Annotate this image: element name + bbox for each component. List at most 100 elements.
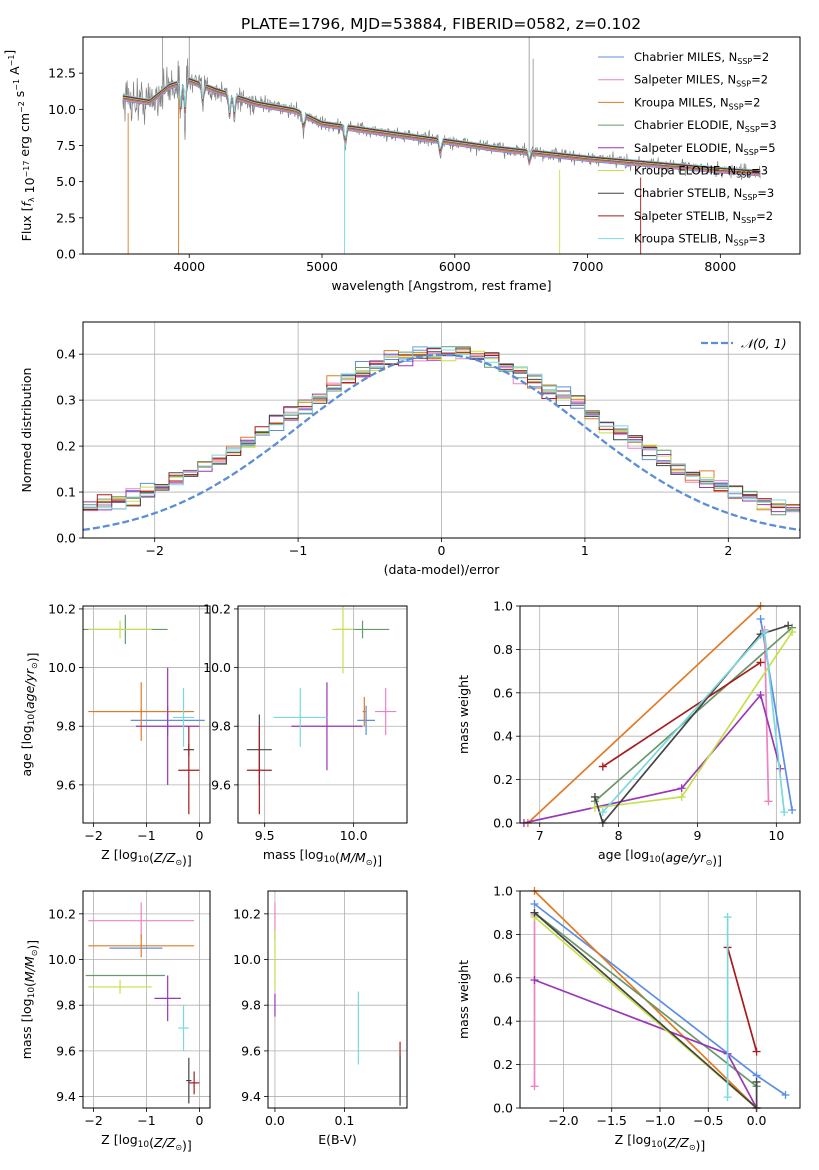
x-tick-label: 8 <box>615 828 623 843</box>
errorbar-c9 <box>273 688 327 747</box>
legend-label: Salpeter STELIB, NSSP=2 <box>634 209 773 225</box>
weight-marker-c7 <box>784 621 793 630</box>
y-tick-label: 0.3 <box>56 393 76 408</box>
axes-frame <box>519 890 801 1109</box>
x-axis-label: Z [log10(Z/Z⊙)] <box>101 1132 192 1153</box>
normal-curve <box>83 353 800 532</box>
weight-marker-c6 <box>788 628 797 637</box>
x-tick-label: 9.5 <box>255 828 275 843</box>
x-tick-label: −0.5 <box>693 1113 723 1128</box>
y-tick-label: 0.4 <box>493 1014 513 1029</box>
errorbar-c3 <box>88 934 195 958</box>
y-tick-label: 0.1 <box>56 485 76 500</box>
axes-age-vs-Z: −2 −1 0 9.6 9.8 10.0 10.2 Z [log10(Z/Z⊙)] age [l… <box>19 601 210 868</box>
weight-marker-c6 <box>677 792 686 801</box>
weight-line-c7 <box>594 624 789 823</box>
errorbar-c9 <box>178 1005 189 1051</box>
weight-line-c7 <box>533 912 758 1108</box>
x-axis-label: Z [log10(Z/Z⊙)] <box>615 1132 706 1153</box>
weight-marker-c9 <box>723 913 732 922</box>
errorbar-c7 <box>186 1057 192 1104</box>
x-tick-label: −2 <box>84 1113 102 1128</box>
y-tick-label: 10.0 <box>48 660 76 675</box>
y-axis-label: age [log10(age/yr⊙)] <box>19 652 40 776</box>
weight-marker-c9 <box>598 808 607 817</box>
histogram-c9 <box>83 346 800 512</box>
axes-frame <box>82 605 211 824</box>
weight-marker-c7 <box>590 792 599 801</box>
legend-label: Kroupa MILES, NSSP=2 <box>634 95 760 111</box>
y-tick-label: 0.0 <box>56 531 76 546</box>
x-tick-label: 8000 <box>704 259 736 274</box>
errorbar-c6 <box>88 980 152 994</box>
y-tick-label: 5.0 <box>56 174 76 189</box>
y-tick-label: 9.8 <box>241 998 261 1013</box>
weight-marker-c2 <box>530 1082 539 1091</box>
x-tick-label: 0 <box>195 828 203 843</box>
y-tick-label: 10.2 <box>48 601 76 616</box>
y-tick-label: 9.4 <box>241 1089 261 1104</box>
weight-marker-c5 <box>677 784 686 793</box>
legend-label: Kroupa ELODIE, NSSP=3 <box>634 164 768 180</box>
y-axis-label: mass weight <box>456 675 471 754</box>
errorbar-c2 <box>374 688 397 736</box>
weight-marker-c1 <box>530 900 539 909</box>
figure-title: PLATE=1796, MJD=53884, FIBERID=0582, z=0… <box>241 15 641 33</box>
x-axis-label: wavelength [Angstrom, rest frame] <box>331 278 551 293</box>
y-tick-label: 0.2 <box>493 772 513 787</box>
legend-label: 𝒩(0, 1) <box>741 336 787 351</box>
errorbar-c3 <box>88 682 195 741</box>
x-axis-label: Z [log10(Z/Z⊙)] <box>101 847 192 868</box>
errorbar-c8 <box>246 726 272 815</box>
x-axis-label: mass [log10(M/M⊙)] <box>263 847 382 868</box>
y-tick-label: 9.8 <box>211 719 231 734</box>
weight-marker-c1 <box>781 1090 790 1099</box>
axes-frame <box>237 605 408 824</box>
errorbar-c2 <box>88 902 195 939</box>
x-tick-label: 7000 <box>572 259 604 274</box>
y-tick-label: 1.0 <box>493 884 513 899</box>
errorbar-c3 <box>362 696 367 727</box>
y-tick-label: 0.4 <box>56 347 76 362</box>
legend-label: Kroupa STELIB, NSSP=3 <box>634 232 765 248</box>
y-tick-label: 9.8 <box>56 998 76 1013</box>
x-tick-label: 10 <box>768 828 784 843</box>
x-tick-label: −1 <box>137 828 155 843</box>
weight-marker-c2 <box>764 797 773 806</box>
y-tick-label: 0.8 <box>493 927 513 942</box>
y-tick-label: 10.0 <box>48 102 76 117</box>
axes-frame <box>82 36 801 255</box>
weight-marker-c8 <box>756 658 765 667</box>
y-tick-label: 7.5 <box>56 138 76 153</box>
y-axis-label: Normed distribution <box>19 368 34 493</box>
y-tick-label: 9.4 <box>56 1089 76 1104</box>
axes-frame <box>519 605 801 824</box>
hist-legend: 𝒩(0, 1) <box>701 336 787 351</box>
x-tick-label: 1 <box>581 543 589 558</box>
x-tick-label: 2 <box>724 543 732 558</box>
y-axis-label: Flux [fλ 10−17 erg cm−2 s−1 A−1] <box>2 50 37 242</box>
y-tick-label: 1.0 <box>493 599 513 614</box>
legend-label: Chabrier ELODIE, NSSP=3 <box>634 118 777 134</box>
errorbar-c6 <box>332 606 354 674</box>
axes-age-vs-mass: 9.5 10.0 9.6 9.8 10.0 10.2 mass [log10(M/M⊙)] <box>203 601 407 868</box>
errorbar-c5 <box>154 975 181 1022</box>
errorbar-c9 <box>172 688 195 747</box>
y-tick-label: 0.2 <box>493 1057 513 1072</box>
y-tick-label: 10.0 <box>233 952 261 967</box>
x-tick-label: 0.0 <box>747 1113 767 1128</box>
weight-marker-c7 <box>530 908 539 917</box>
weight-marker-c9 <box>760 628 769 637</box>
axes-weight-vs-Z: −2.0 −1.5 −1.0 −0.5 0.0 0.0 0.2 0.4 0.6 0.8 1.0 Z [… <box>456 884 800 1153</box>
x-tick-label: −1 <box>289 543 307 558</box>
axes-frame <box>82 321 801 539</box>
y-tick-label: 9.6 <box>56 777 76 792</box>
errorbar-c5 <box>291 682 363 771</box>
y-axis-label: mass [log10(M/M⊙)] <box>19 940 40 1059</box>
y-tick-label: 0.8 <box>493 642 513 657</box>
errorbar-c8 <box>178 726 200 815</box>
spectrum-legend: Chabrier MILES, NSSP=2 Salpeter MILES, NS… <box>598 50 777 248</box>
weight-marker-c5 <box>530 975 539 984</box>
axes-mass-vs-Z: −2 −1 0 9.4 9.6 9.8 10.0 10.2 Z [log10(Z/Z⊙)] mas… <box>19 891 210 1153</box>
axes-residual-hist: −2 −1 0 1 2 0.0 0.1 0.2 0.3 0.4 (data-model)/error… <box>19 322 800 577</box>
